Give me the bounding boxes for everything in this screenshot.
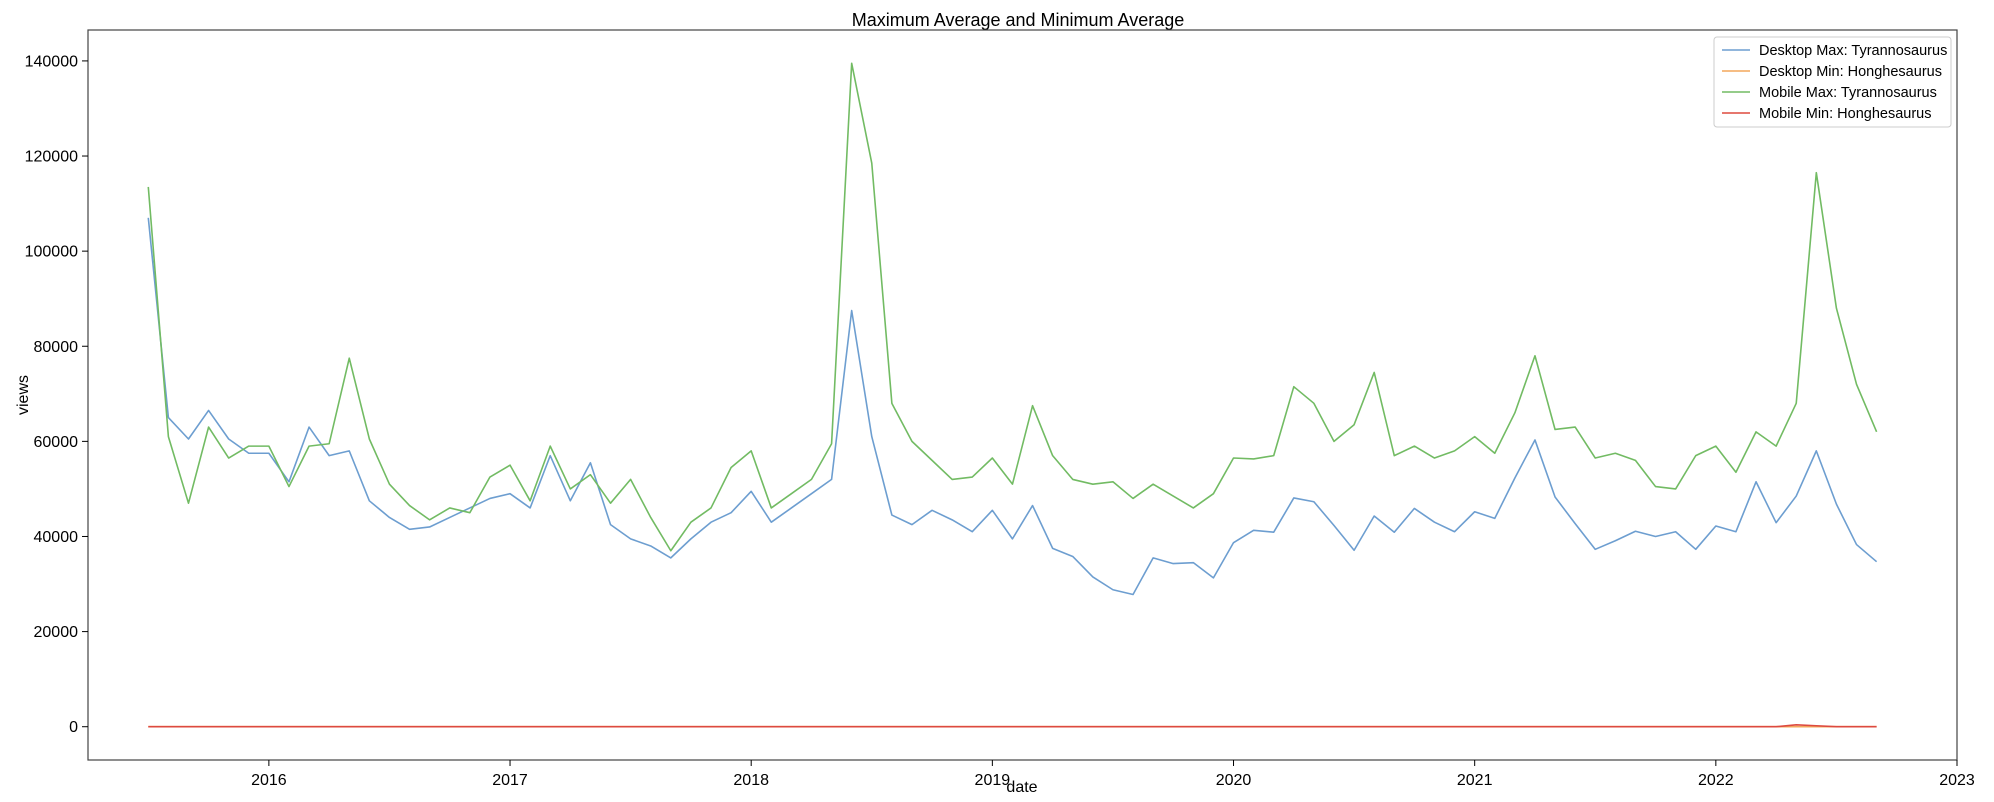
series-line-0 xyxy=(147,217,1878,596)
y-axis: 0 20000 40000 60000 80000 100000 120000 140000 xyxy=(25,53,88,736)
series-line-3 xyxy=(148,724,1877,728)
legend-box xyxy=(1713,36,1952,128)
y-tick-label-2: 40000 xyxy=(34,529,79,546)
y-tick-label-1: 20000 xyxy=(34,624,79,641)
x-axis: 2016 2017 2018 2019 2020 2021 2022 2023 xyxy=(251,760,1975,789)
x-tick-label-3: 2019 xyxy=(975,772,1011,789)
y-tick-label-7: 140000 xyxy=(25,53,78,70)
x-tick-label-6: 2022 xyxy=(1698,772,1734,789)
x-tick-label-2: 2018 xyxy=(733,772,769,789)
y-tick-label-6: 120000 xyxy=(25,149,78,166)
y-tick-label-0: 0 xyxy=(69,719,78,736)
legend: Desktop Max: Tyrannosaurus Desktop Min: H… xyxy=(1713,36,1952,128)
y-tick-label-4: 80000 xyxy=(34,339,79,356)
series-line-2 xyxy=(147,62,1878,552)
y-axis-label: views xyxy=(15,375,32,415)
y-tick-label-3: 60000 xyxy=(34,434,79,451)
x-tick-label-1: 2017 xyxy=(492,772,528,789)
x-tick-label-7: 2023 xyxy=(1939,772,1975,789)
legend-label-1: Desktop Min: Honghesaurus xyxy=(1759,64,1942,80)
legend-label-3: Mobile Min: Honghesaurus xyxy=(1759,106,1931,122)
legend-label-2: Mobile Max: Tyrannosaurus xyxy=(1759,85,1937,101)
plot-frame xyxy=(87,29,1958,761)
y-tick-label-5: 100000 xyxy=(25,244,78,261)
x-tick-label-0: 2016 xyxy=(251,772,287,789)
legend-label-0: Desktop Max: Tyrannosaurus xyxy=(1759,43,1947,59)
plot-lines xyxy=(147,62,1878,728)
x-axis-label: date xyxy=(1006,779,1037,796)
chart-title: Maximum Average and Minimum Average xyxy=(852,10,1185,30)
x-tick-label-5: 2021 xyxy=(1457,772,1493,789)
x-tick-label-4: 2020 xyxy=(1216,772,1252,789)
